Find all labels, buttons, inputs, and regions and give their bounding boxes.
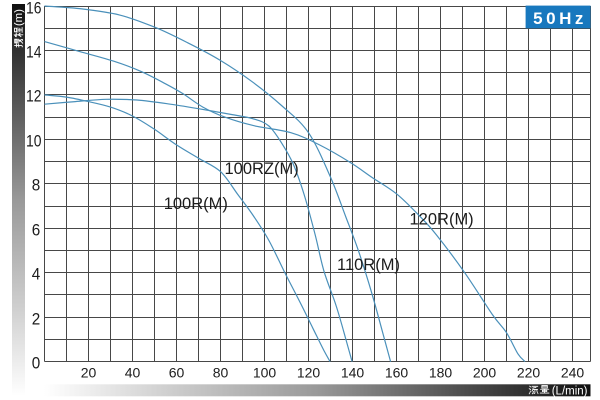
svg-text:0: 0 <box>32 355 41 373</box>
svg-text:14: 14 <box>26 44 42 62</box>
svg-text:140: 140 <box>341 365 365 381</box>
svg-text:8: 8 <box>32 177 41 195</box>
svg-text:220: 220 <box>517 365 541 381</box>
svg-text:60: 60 <box>169 365 185 381</box>
svg-text:2: 2 <box>32 311 41 329</box>
svg-text:100R(M): 100R(M) <box>164 195 228 213</box>
svg-text:(L/min): (L/min) <box>552 385 588 397</box>
svg-text:12: 12 <box>26 88 42 106</box>
svg-text:10: 10 <box>26 133 42 151</box>
svg-text:50Hz: 50Hz <box>533 9 587 28</box>
svg-text:160: 160 <box>385 365 409 381</box>
svg-text:80: 80 <box>213 365 229 381</box>
svg-text:4: 4 <box>32 266 41 284</box>
svg-text:(m): (m) <box>13 9 25 26</box>
svg-text:120: 120 <box>297 365 321 381</box>
svg-text:240: 240 <box>561 365 585 381</box>
svg-text:16: 16 <box>26 0 42 18</box>
svg-text:100: 100 <box>253 365 277 381</box>
svg-text:120R(M): 120R(M) <box>410 211 474 229</box>
svg-text:6: 6 <box>32 222 41 240</box>
svg-text:110R(M): 110R(M) <box>337 256 400 274</box>
svg-text:100RZ(M): 100RZ(M) <box>225 160 299 178</box>
svg-text:200: 200 <box>473 365 497 381</box>
svg-text:20: 20 <box>81 365 97 381</box>
svg-text:180: 180 <box>429 365 453 381</box>
svg-text:40: 40 <box>125 365 141 381</box>
